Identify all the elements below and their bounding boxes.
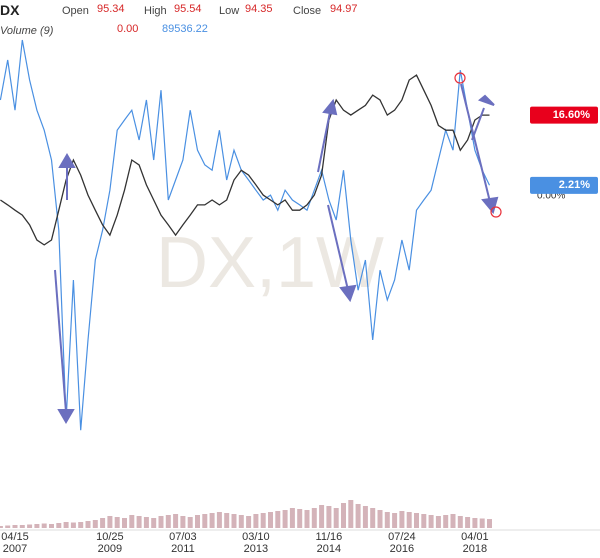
x-tick-label: 11/16 2014 xyxy=(315,531,343,555)
volume-bar xyxy=(158,516,164,528)
volume-bar xyxy=(268,512,273,528)
symbol: DX xyxy=(0,2,20,18)
volume-bar xyxy=(78,522,84,528)
volume-bar xyxy=(34,524,40,528)
volume-bar xyxy=(370,508,376,528)
last-value-box xyxy=(530,176,598,194)
volume-bar xyxy=(19,525,25,528)
volume-bar xyxy=(428,515,434,528)
high-label: High xyxy=(144,5,167,17)
open-label: Open xyxy=(62,5,89,17)
volume-bar xyxy=(465,517,471,528)
x-tick-label: 07/24 2016 xyxy=(388,531,416,555)
volume-bar xyxy=(333,508,339,528)
volume-bar xyxy=(63,522,69,528)
low-label: Low xyxy=(219,5,240,17)
volume-bar xyxy=(187,517,193,528)
volume-bar xyxy=(100,518,106,528)
x-tick-label: 04/15 2007 xyxy=(1,531,29,555)
last-value-label: 2.21% xyxy=(559,179,590,191)
x-tick-label: 04/01 2018 xyxy=(461,531,489,555)
drawings xyxy=(54,72,502,424)
x-tick-label: 10/25 2009 xyxy=(96,531,124,555)
low-value: 94.35 xyxy=(245,3,273,15)
volume-bar xyxy=(435,516,441,528)
volume-bar xyxy=(173,514,179,528)
volume-bar xyxy=(260,513,266,528)
volume-bar xyxy=(195,515,200,528)
volume-bar xyxy=(85,521,91,528)
volume-bar xyxy=(209,513,215,528)
volume-bar xyxy=(319,505,325,528)
volume-bar xyxy=(282,510,288,528)
high-value: 95.54 xyxy=(174,3,202,15)
volume-bar xyxy=(479,518,485,528)
volume-bar xyxy=(92,520,98,528)
volume-bar xyxy=(238,515,244,528)
volume-bar xyxy=(129,515,135,528)
x-tick-label: 03/10 2013 xyxy=(242,531,270,555)
close-value: 94.97 xyxy=(330,3,358,15)
volume-bar xyxy=(450,514,456,528)
volume-bar xyxy=(70,522,76,528)
last-value-box xyxy=(530,106,598,124)
volume-bar xyxy=(246,516,252,528)
y-tick-label: 0.00% xyxy=(537,191,565,202)
volume-bar xyxy=(0,526,3,528)
series-line xyxy=(0,74,490,246)
volume-bar xyxy=(231,514,237,528)
volume-bar xyxy=(355,504,361,528)
volume-bar xyxy=(41,523,47,528)
open-value: 95.34 xyxy=(97,3,125,15)
last-value-label: 16.60% xyxy=(553,109,591,121)
volume-bar xyxy=(487,519,492,528)
volume-bar xyxy=(289,508,295,528)
volume-bar xyxy=(362,506,368,528)
volume-bar xyxy=(224,513,230,528)
volume-value: 0.00 xyxy=(117,23,139,35)
volume-label: Volume (9) xyxy=(0,25,54,37)
volume-bar xyxy=(384,512,390,528)
volume-bar xyxy=(165,515,171,528)
volume-value: 89536.22 xyxy=(162,23,208,35)
volume-bar xyxy=(304,510,310,528)
volume-bar xyxy=(5,525,11,528)
volume-bar xyxy=(457,516,463,528)
volume-bar xyxy=(311,508,317,528)
volume-bar xyxy=(341,503,346,528)
series-line xyxy=(0,39,491,431)
close-label: Close xyxy=(293,5,322,17)
volume-bar xyxy=(253,514,259,528)
volume-bar xyxy=(399,511,405,528)
volume-bar xyxy=(472,518,478,528)
x-tick-label: 07/03 2011 xyxy=(169,531,197,555)
volume-bar xyxy=(151,518,157,528)
volume-bar xyxy=(56,523,62,528)
volume-bar xyxy=(107,516,113,528)
volume-bar xyxy=(443,515,449,528)
volume-bar xyxy=(202,514,208,528)
volume-bar xyxy=(180,516,186,528)
volume-bar xyxy=(12,525,18,528)
volume-bar xyxy=(143,517,149,528)
volume-bar xyxy=(27,524,33,528)
volume-bar xyxy=(275,511,281,528)
volume-bar xyxy=(114,517,120,528)
volume-bar xyxy=(348,500,354,528)
volume-bar xyxy=(377,510,383,528)
volume-bar xyxy=(421,514,427,528)
volume-bar xyxy=(49,524,54,528)
volume-bar xyxy=(406,512,412,528)
volume-bar xyxy=(216,512,222,528)
volume-bar xyxy=(392,513,398,528)
volume-bar xyxy=(297,509,303,528)
volume-bar xyxy=(414,513,419,528)
volume-bar xyxy=(326,506,332,528)
volume-bar xyxy=(136,516,142,528)
volume-bar xyxy=(122,518,127,528)
